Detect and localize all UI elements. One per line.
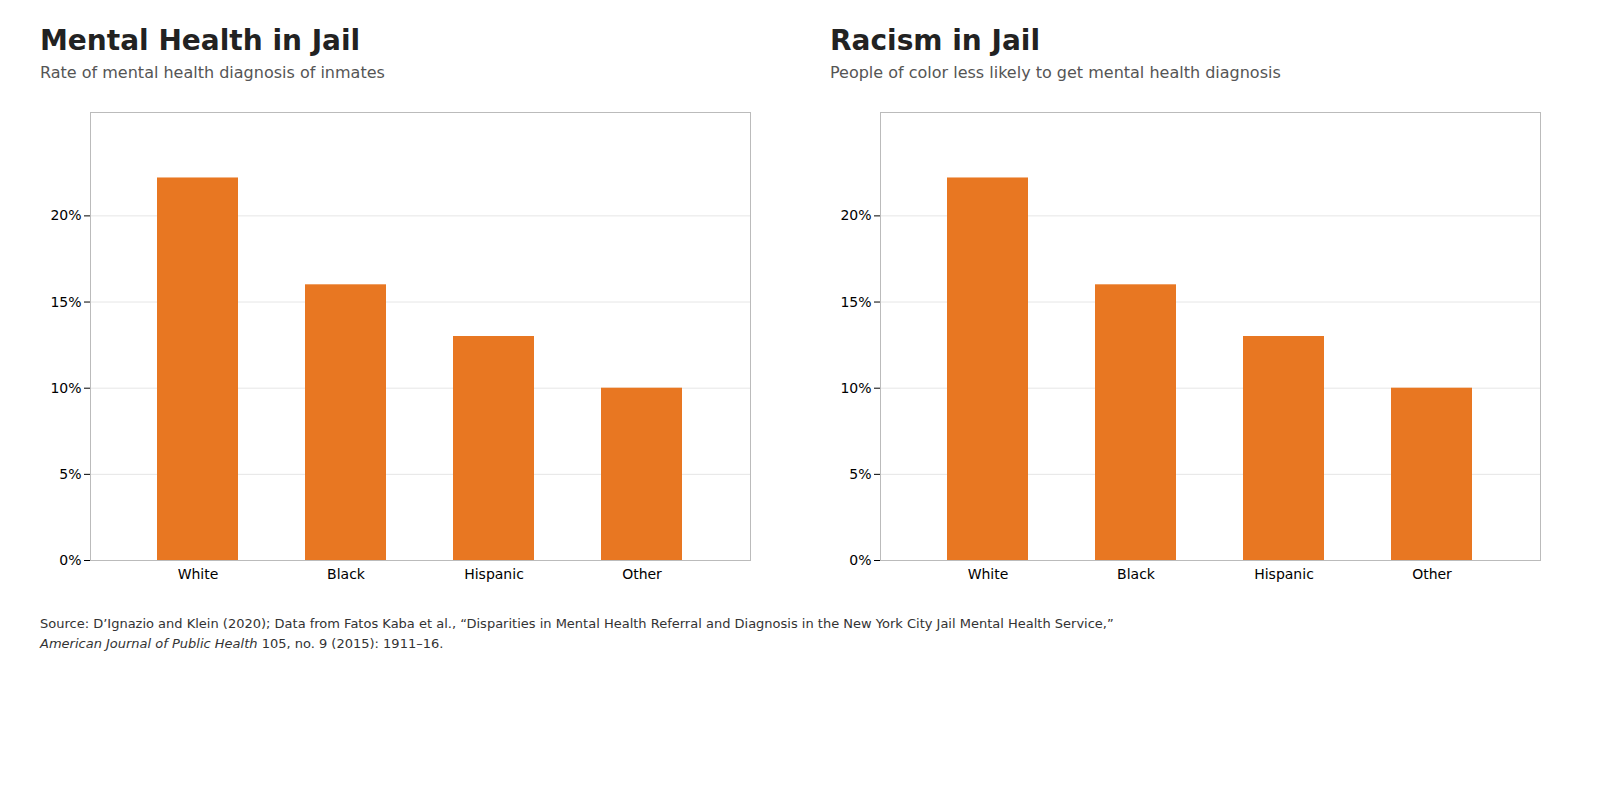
svg-text:5%: 5% bbox=[849, 466, 871, 482]
svg-text:5%: 5% bbox=[59, 466, 81, 482]
svg-text:20%: 20% bbox=[840, 207, 871, 223]
html-text:Rate of mental health diagnosi: Rate of mental health diagnosis of inmat… bbox=[40, 63, 385, 82]
svg-text:20%: 20% bbox=[50, 207, 81, 223]
svg-text:15%: 15% bbox=[50, 294, 81, 310]
svg-text:0%: 0% bbox=[59, 552, 81, 568]
svg-text:15%: 15% bbox=[840, 294, 871, 310]
svg-text:Black: Black bbox=[1117, 566, 1156, 582]
svg-text:0%: 0% bbox=[849, 552, 871, 568]
svg-text:Other: Other bbox=[622, 566, 662, 582]
svg-text:10%: 10% bbox=[50, 380, 81, 396]
html-text:Racism in Jail: Racism in Jail bbox=[830, 24, 1040, 57]
html-text:American Journal of Public Hea: American Journal of Public Health 105, n… bbox=[40, 635, 444, 651]
svg-text:Other: Other bbox=[1412, 566, 1452, 582]
html-text:Mental Health in Jail: Mental Health in Jail bbox=[40, 24, 361, 57]
svg-text:Hispanic: Hispanic bbox=[464, 566, 524, 582]
svg-text:White: White bbox=[178, 566, 219, 582]
html-text:Source: D’Ignazio and Klein (2: Source: D’Ignazio and Klein (2020); Data… bbox=[40, 616, 1114, 631]
svg-text:White: White bbox=[968, 566, 1009, 582]
svg-text:Hispanic: Hispanic bbox=[1254, 566, 1314, 582]
svg-text:10%: 10% bbox=[840, 380, 871, 396]
html-text:People of color less likely to: People of color less likely to get menta… bbox=[830, 63, 1281, 82]
svg-text:Black: Black bbox=[327, 566, 366, 582]
